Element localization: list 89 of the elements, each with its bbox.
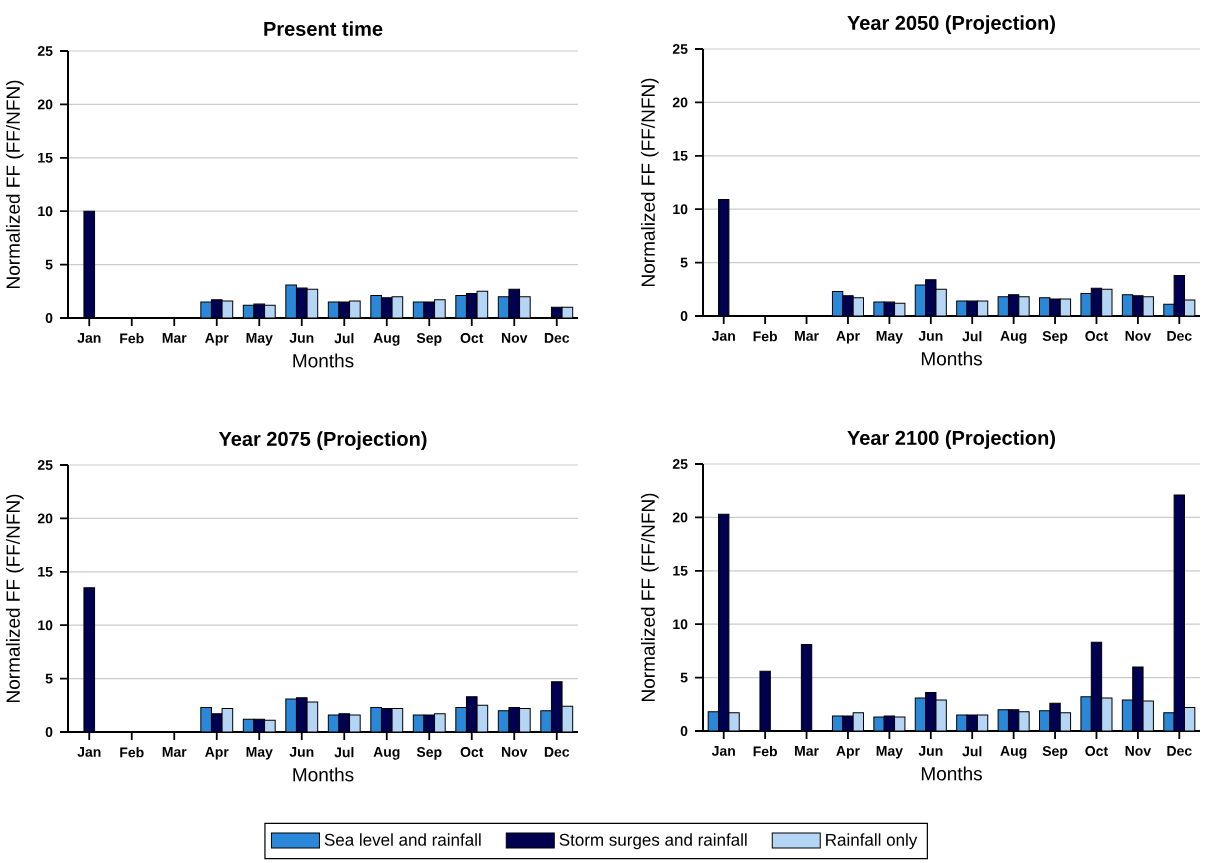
x-tick-label: Oct [1085, 746, 1108, 756]
y-tick-label: 0 [45, 313, 53, 323]
y-tick-label: 10 [38, 206, 53, 217]
x-tick-label: Feb [753, 331, 777, 342]
x-tick-label: Apr [205, 333, 229, 346]
x-tick-label: Oct [1085, 331, 1108, 341]
y-tick-label: 25 [672, 44, 688, 54]
x-tick-label: Dec [1167, 746, 1192, 756]
x-tick-label: Jun [918, 331, 943, 341]
y-tick-label: 20 [37, 513, 53, 524]
x-tick-label: Aug [1000, 331, 1027, 344]
y-tick-label: 25 [37, 460, 53, 470]
x-tick-label: Jul [334, 747, 354, 758]
x-tick-label: May [876, 746, 903, 759]
x-tick-label: Mar [162, 333, 187, 343]
legend-label: Rainfall only [826, 833, 918, 850]
x-tick-label: Sep [1042, 746, 1068, 759]
x-tick-label: Aug [373, 747, 400, 760]
x-tick-label: Apr [205, 747, 229, 760]
x-tick-label: Mar [795, 331, 819, 341]
y-tick-label: 20 [37, 99, 53, 110]
legend-label: Sea level and rainfall [324, 833, 481, 846]
x-tick-label: Dec [544, 333, 570, 343]
y-tick-label: 5 [45, 259, 53, 270]
chart-title: Present time [264, 21, 383, 36]
x-tick-label: May [876, 331, 903, 344]
x-tick-label: Nov [501, 333, 528, 343]
x-tick-label: Sep [416, 333, 442, 346]
chart-title: Year 2100 (Projection) [847, 430, 1055, 449]
x-tick-label: Aug [1000, 746, 1027, 759]
x-tick-label: Jun [918, 746, 943, 756]
y-tick-label: 10 [673, 619, 688, 630]
x-tick-label: Apr [836, 746, 860, 759]
chart-title: Year 2050 (Projection) [847, 15, 1055, 34]
x-tick-label: Jan [77, 747, 101, 757]
y-tick-label: 5 [680, 257, 688, 268]
y-tick-label: 0 [680, 311, 688, 321]
x-axis-title: Months [921, 351, 982, 366]
x-axis-title: Months [293, 767, 354, 782]
x-tick-label: Aug [373, 333, 400, 346]
x-tick-label: Jan [77, 333, 101, 343]
y-tick-label: 20 [672, 97, 688, 108]
x-tick-label: Nov [1125, 746, 1152, 756]
bar [1018, 711, 1030, 731]
x-tick-label: Feb [120, 333, 144, 344]
y-tick-label: 5 [45, 673, 53, 684]
bar [1018, 296, 1030, 316]
y-tick-label: 25 [672, 459, 688, 469]
x-tick-label: Oct [460, 333, 484, 343]
y-tick-label: 0 [680, 726, 688, 736]
x-tick-label: May [246, 747, 273, 760]
x-tick-label: Nov [1125, 331, 1152, 341]
x-tick-label: Nov [501, 747, 528, 757]
legend-label: Storm surges and rainfall [559, 833, 747, 850]
y-tick-label: 25 [37, 46, 53, 56]
x-tick-label: Mar [795, 746, 819, 756]
y-axis-title: Normalized FF (FF/NFN) [5, 80, 24, 288]
x-tick-label: Oct [460, 747, 484, 757]
x-tick-label: Jun [289, 747, 314, 757]
x-tick-label: Dec [1167, 331, 1192, 341]
x-tick-label: Sep [416, 747, 442, 760]
x-tick-label: Mar [162, 747, 187, 757]
x-tick-label: May [246, 333, 273, 346]
y-axis-title: Normalized FF (FF/NFN) [640, 78, 659, 286]
y-tick-label: 15 [38, 152, 53, 163]
x-axis-title: Months [293, 353, 354, 368]
x-tick-label: Jul [962, 331, 982, 342]
x-tick-label: Feb [753, 746, 777, 757]
y-tick-label: 20 [672, 512, 688, 523]
y-axis-title: Normalized FF (FF/NFN) [5, 494, 24, 702]
y-tick-label: 15 [38, 566, 53, 577]
x-tick-label: Apr [836, 331, 860, 344]
x-tick-label: Jan [711, 746, 735, 756]
chart-title: Year 2075 (Projection) [218, 431, 427, 450]
x-tick-label: Dec [544, 747, 570, 757]
y-tick-label: 0 [45, 727, 53, 737]
x-axis-title: Months [921, 766, 982, 781]
x-tick-label: Jul [334, 333, 354, 344]
y-tick-label: 5 [680, 672, 688, 683]
y-axis-title: Normalized FF (FF/NFN) [640, 493, 659, 701]
x-tick-label: Jul [962, 746, 982, 757]
y-tick-label: 15 [673, 150, 688, 161]
x-tick-label: Feb [120, 747, 144, 758]
y-tick-label: 10 [38, 620, 53, 631]
y-tick-label: 10 [673, 204, 688, 215]
x-tick-label: Jan [711, 331, 735, 341]
y-tick-label: 15 [673, 565, 688, 576]
x-tick-label: Sep [1042, 331, 1068, 344]
x-tick-label: Jun [289, 333, 314, 343]
